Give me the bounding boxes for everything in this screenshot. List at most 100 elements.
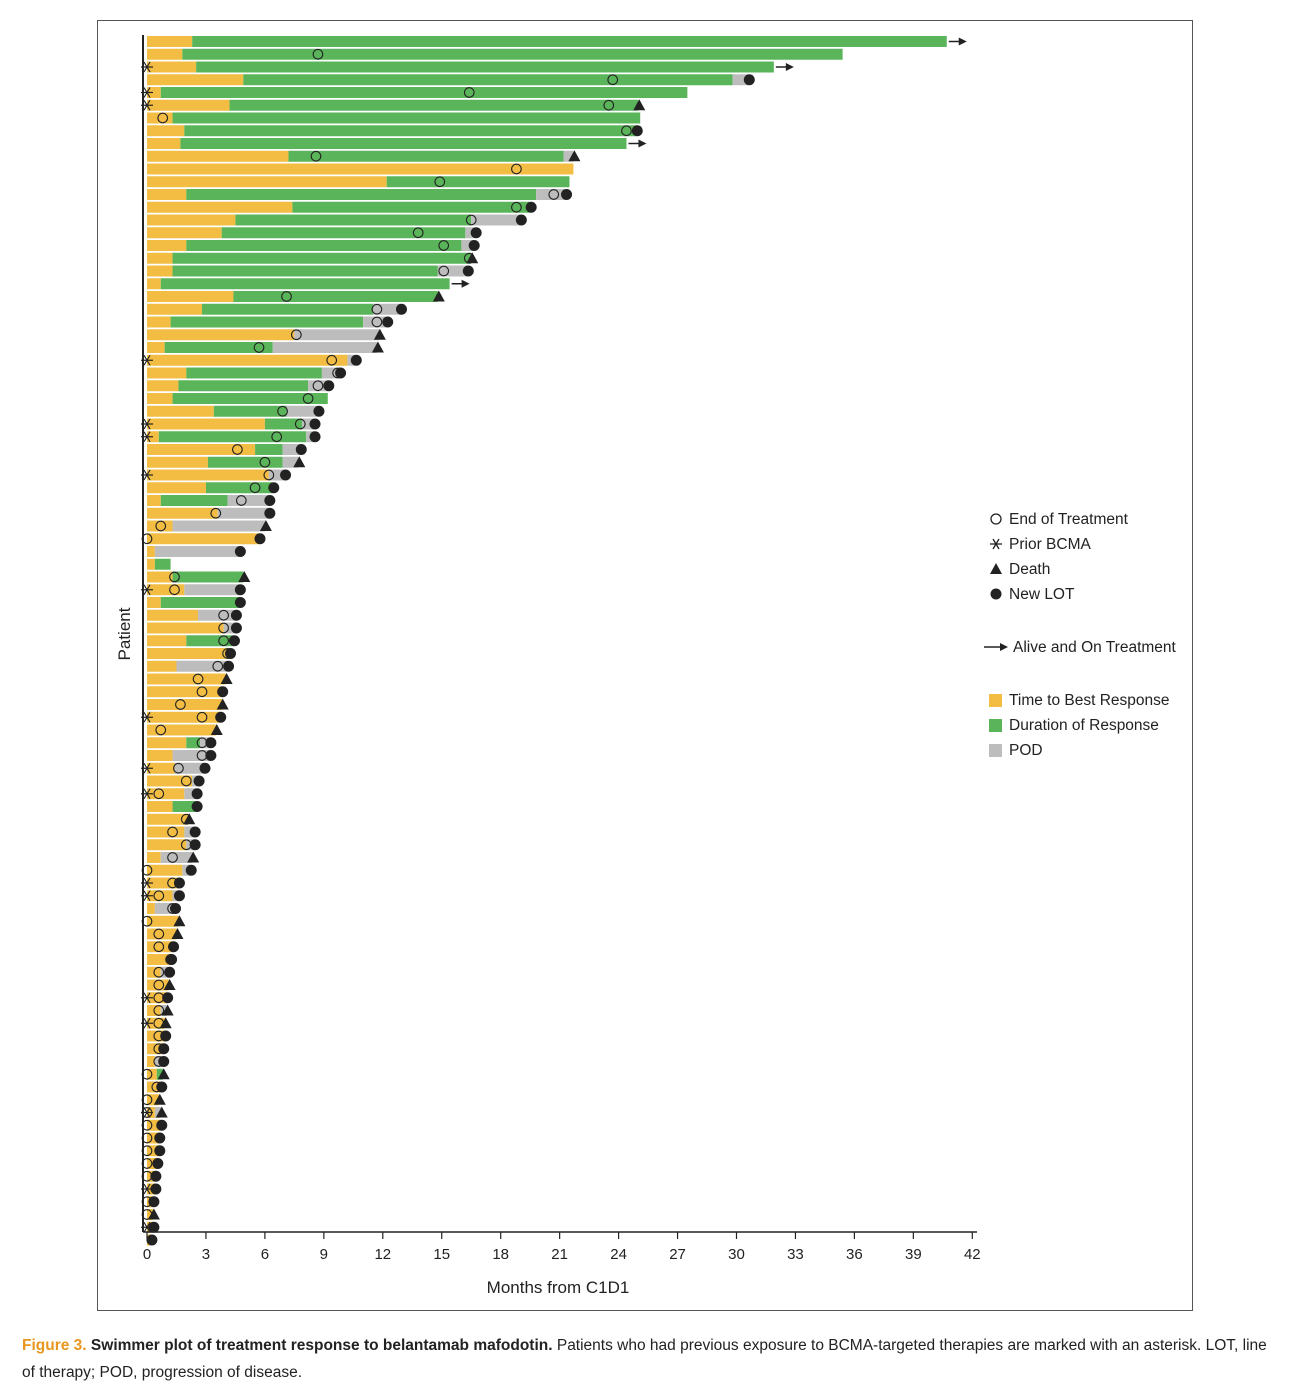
dor-bar [170,316,364,328]
end-of-treatment-marker [167,877,178,889]
pod-bar [223,622,236,634]
legend: End of Treatment Prior BCMA Death New LO… [984,511,1177,759]
dor-bar [202,303,373,315]
ttbr-bar [147,469,269,481]
asterisk-stroke [143,1183,151,1195]
legend-arrow-icon [984,643,1008,651]
new-lot-marker [468,240,480,251]
patient-markers [141,37,967,1246]
ttbr-bar [147,227,222,239]
ttbr-bar [147,737,187,749]
ttbr-bar [147,558,155,570]
asterisk-stroke [143,584,151,596]
end-of-treatment-marker [302,393,314,404]
new-lot-marker [234,584,246,596]
new-lot-marker [230,622,242,634]
end-of-treatment-marker [180,775,192,787]
new-lot-marker [350,354,362,366]
legend-dor: Duration of Response [1009,717,1159,734]
ttbr-bar [147,176,387,188]
end-of-treatment-marker [371,303,383,315]
figure-frame: 0 3 6 9 12 15 18 21 24 27 30 33 36 39 42 Months from C… [97,20,1193,1311]
pod-bar [321,367,340,379]
dor-bar [213,405,287,417]
dor-bar [154,558,171,570]
dor-bar [292,201,531,213]
pod-bar [282,456,299,468]
x-tick-label: 0 [143,1246,151,1263]
ttbr-bar [147,189,187,200]
pod-bar [268,469,285,481]
ttbr-bar [147,240,187,251]
legend-death: Death [1009,561,1050,578]
ttbr-bar [147,278,161,290]
end-of-treatment-marker [463,87,475,98]
new-lot-marker [146,1234,158,1246]
ttbr-bar [147,801,173,812]
pod-bar [308,380,328,392]
legend-ttbr-swatch [989,694,1002,707]
asterisk-stroke [143,61,151,73]
new-lot-marker [189,839,201,851]
ttbr-bar [147,622,224,634]
ttbr-bar [147,877,179,889]
dor-bar [172,801,197,812]
new-lot-marker [170,903,182,914]
new-lot-marker [193,775,205,787]
end-of-treatment-marker [326,354,338,366]
end-of-treatment-marker [438,240,450,251]
dor-bar [172,112,641,124]
new-lot-marker [154,1132,166,1144]
dor-bar [160,495,228,506]
pod-bar [174,762,204,774]
end-of-treatment-marker [155,724,167,736]
x-tick-label: 6 [261,1246,269,1263]
pod-bar [198,609,236,621]
end-of-treatment-marker [218,609,229,621]
end-of-treatment-marker [180,839,192,851]
ttbr-bar [147,864,183,876]
new-lot-marker [313,405,325,417]
legend-prior-bcma: Prior BCMA [1009,536,1091,553]
alive-arrow-icon [638,139,647,148]
ttbr-bar [147,1119,161,1131]
ttbr-bar [147,1094,159,1106]
end-of-treatment-marker [153,1017,165,1029]
ttbr-bar [147,87,161,98]
pod-bar [363,316,387,328]
new-lot-marker [234,546,246,557]
ttbr-bar [147,495,161,506]
pod-bar [732,74,749,86]
end-of-treatment-marker [281,291,292,302]
ttbr-bar [147,571,173,583]
dor-bar [386,176,570,188]
end-of-treatment-marker [196,737,208,749]
dor-bar [172,393,328,404]
ttbr-bar [147,520,173,532]
end-of-treatment-marker [603,99,615,111]
end-of-treatment-marker [222,648,233,659]
ttbr-bar [147,584,185,596]
ttbr-bar [147,61,197,73]
x-tick-label: 30 [728,1246,745,1263]
ttbr-bar [147,762,175,774]
new-lot-marker [173,890,185,902]
end-of-treatment-marker [438,265,450,277]
end-of-treatment-marker [218,635,229,647]
alive-arrow-icon [461,279,470,288]
death-marker [259,520,272,531]
legend-triangle-icon [990,563,1002,574]
ttbr-bar [147,1043,163,1055]
ttbr-bar [147,788,185,800]
end-of-treatment-marker [607,74,619,86]
end-of-treatment-marker [167,852,178,863]
new-lot-marker [199,762,211,774]
dor-bar [186,367,322,379]
ttbr-bar [147,482,206,494]
ttbr-bar [147,393,173,404]
end-of-treatment-marker [169,571,180,583]
pod-bar [184,826,195,838]
legend-pod-swatch [989,744,1002,757]
end-of-treatment-marker [175,699,186,710]
asterisk-stroke [143,890,151,902]
